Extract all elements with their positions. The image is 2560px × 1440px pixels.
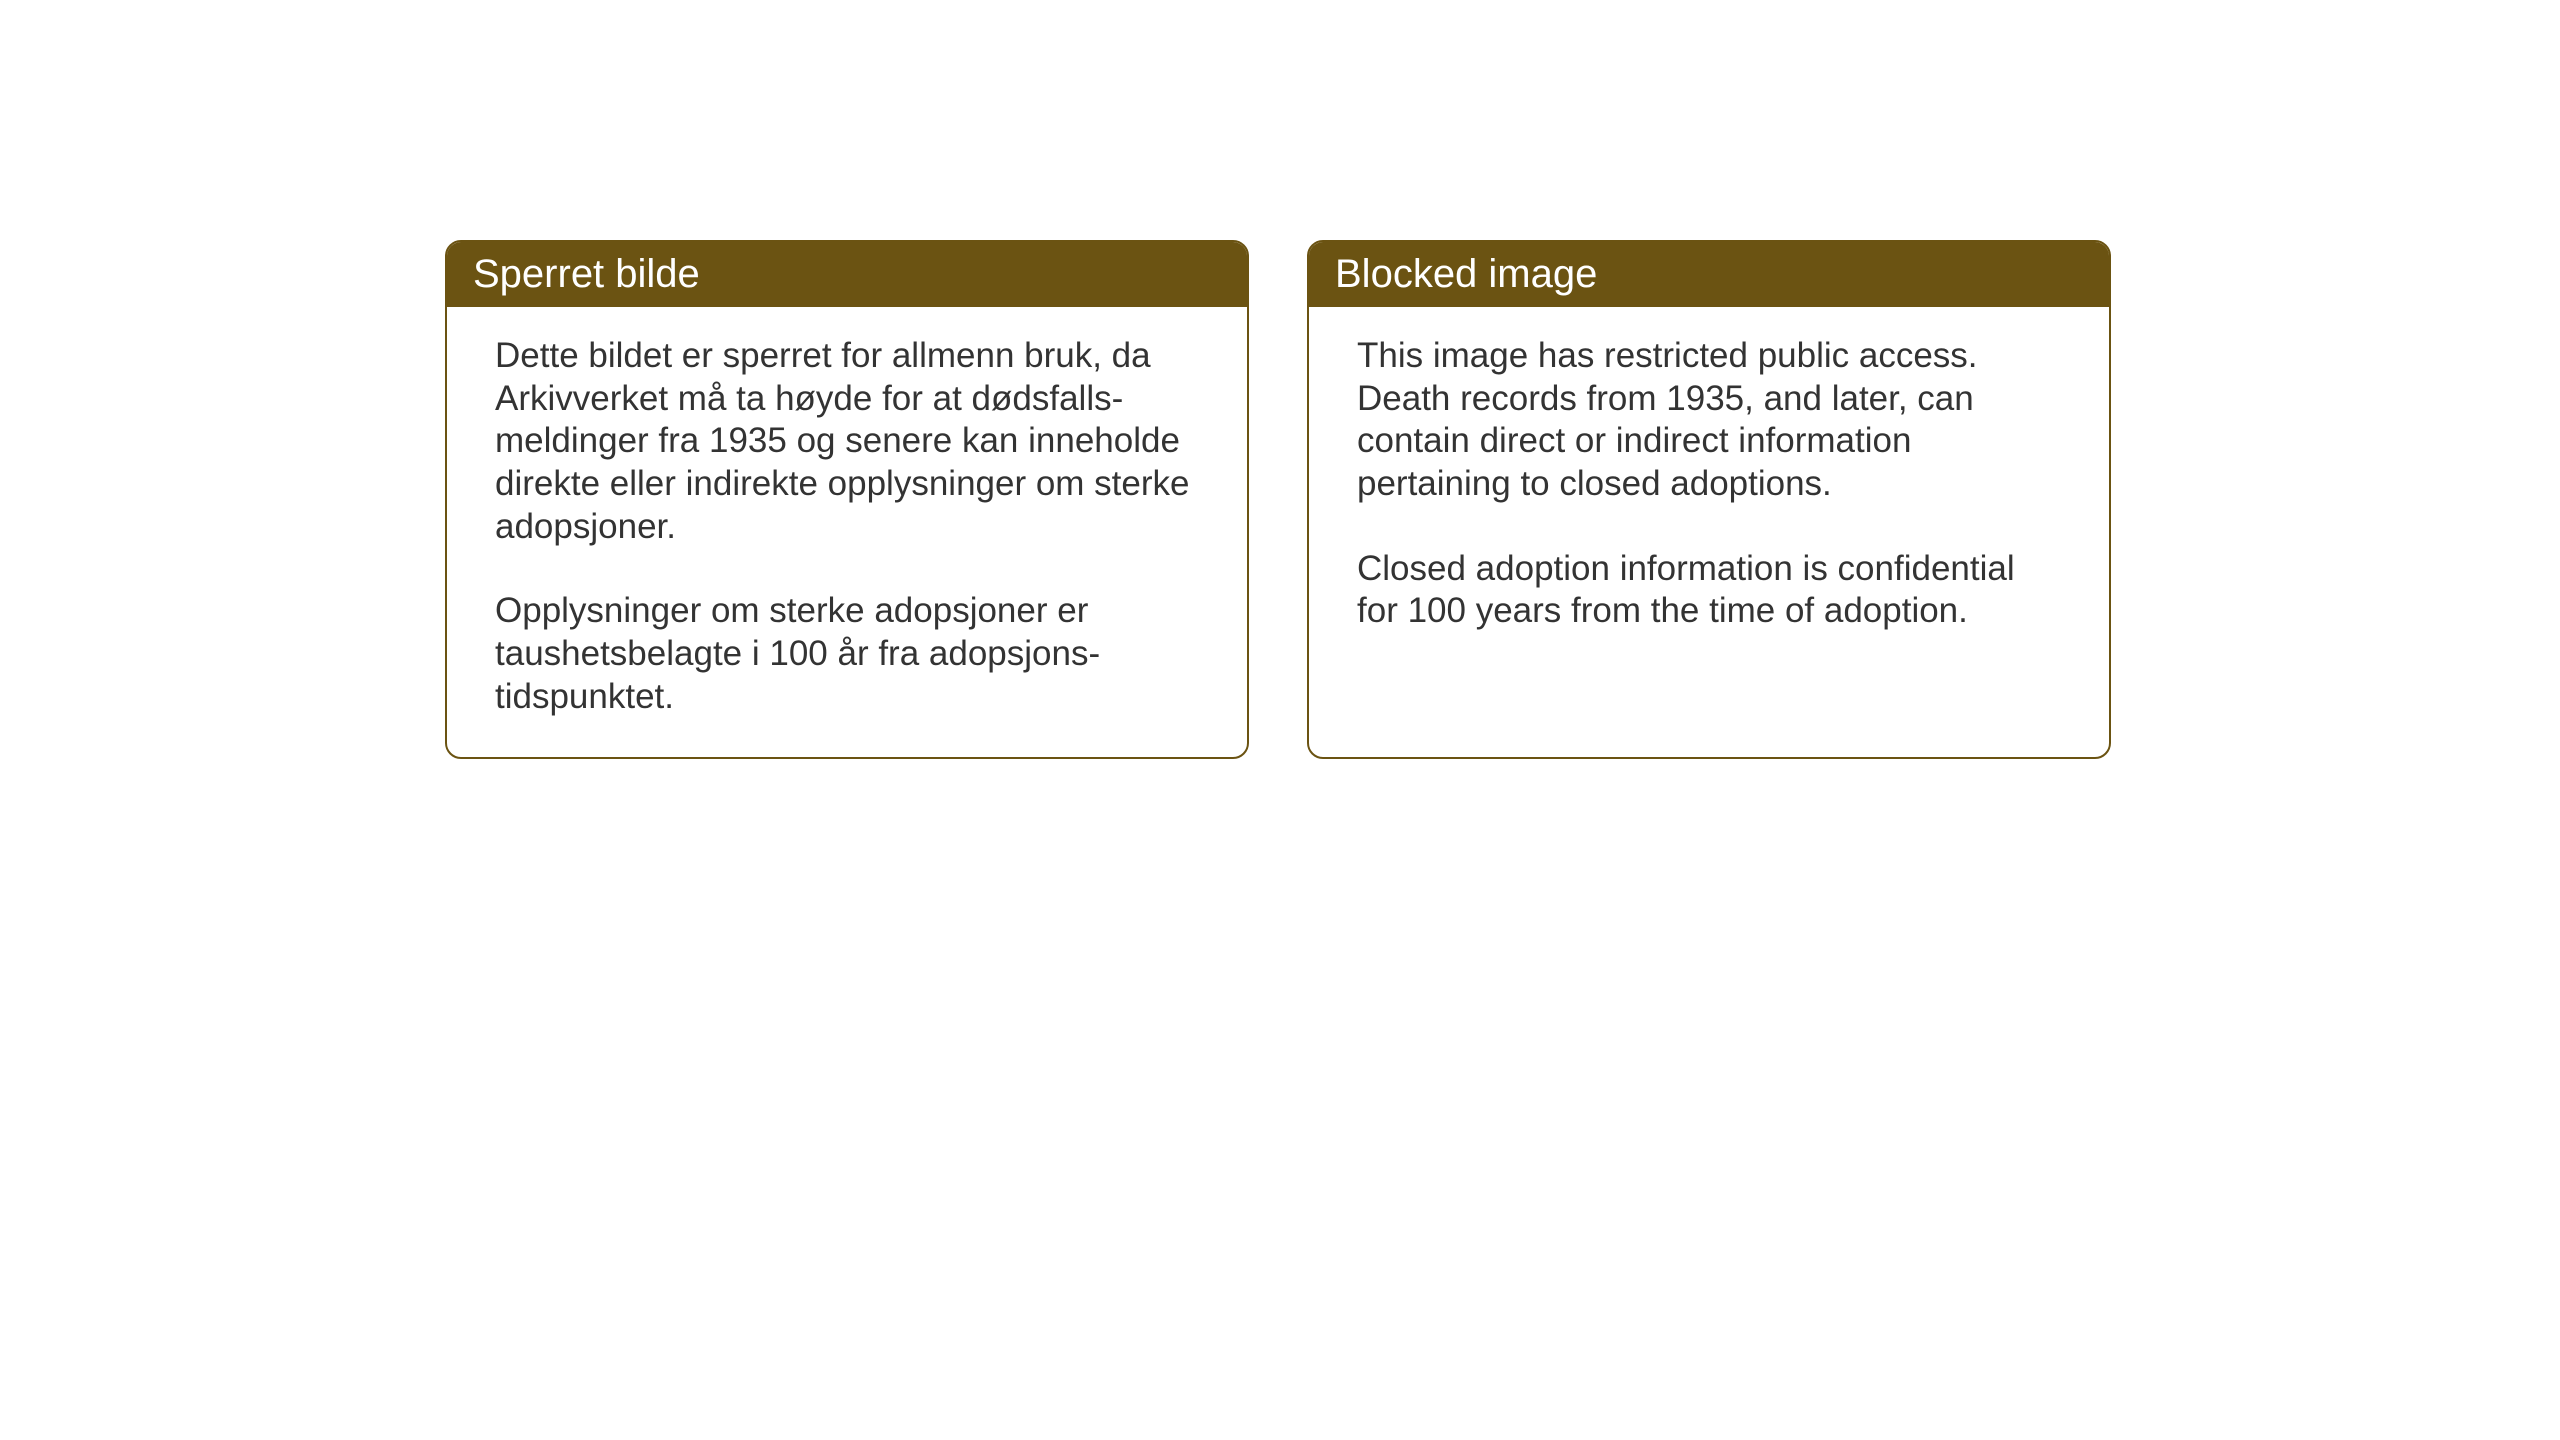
notice-container: Sperret bilde Dette bildet er sperret fo… xyxy=(445,240,2111,759)
norwegian-paragraph-1: Dette bildet er sperret for allmenn bruk… xyxy=(495,335,1199,548)
norwegian-card-body: Dette bildet er sperret for allmenn bruk… xyxy=(447,307,1247,757)
english-card-body: This image has restricted public access.… xyxy=(1309,307,2109,747)
norwegian-card-title: Sperret bilde xyxy=(447,242,1247,307)
english-notice-card: Blocked image This image has restricted … xyxy=(1307,240,2111,759)
english-paragraph-1: This image has restricted public access.… xyxy=(1357,335,2061,506)
english-card-title: Blocked image xyxy=(1309,242,2109,307)
english-paragraph-2: Closed adoption information is confident… xyxy=(1357,548,2061,633)
norwegian-notice-card: Sperret bilde Dette bildet er sperret fo… xyxy=(445,240,1249,759)
norwegian-paragraph-2: Opplysninger om sterke adopsjoner er tau… xyxy=(495,590,1199,718)
